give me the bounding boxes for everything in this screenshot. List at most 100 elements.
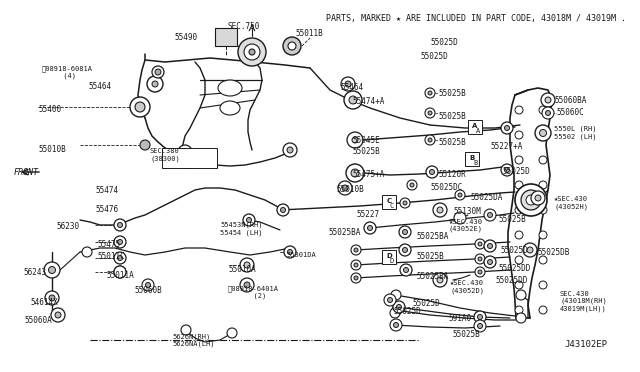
Circle shape — [484, 209, 496, 221]
Circle shape — [392, 305, 402, 315]
Circle shape — [515, 256, 523, 264]
Text: 55475+A: 55475+A — [352, 170, 385, 179]
Circle shape — [240, 258, 254, 272]
Text: 55045E: 55045E — [352, 136, 380, 145]
Circle shape — [504, 167, 509, 173]
Text: 55025D: 55025D — [500, 246, 528, 255]
Circle shape — [478, 242, 482, 246]
Circle shape — [240, 278, 254, 292]
Bar — [215, 28, 237, 46]
Text: SEC.380
(38300): SEC.380 (38300) — [150, 148, 180, 161]
Circle shape — [458, 193, 462, 197]
Text: 5626N(RH)
5626NA(LH): 5626N(RH) 5626NA(LH) — [172, 333, 214, 347]
Text: D: D — [386, 253, 392, 259]
Circle shape — [118, 256, 122, 260]
Text: ★SEC.430
(43052H): ★SEC.430 (43052H) — [554, 196, 588, 209]
Circle shape — [516, 290, 526, 300]
Circle shape — [246, 218, 252, 222]
Circle shape — [539, 156, 547, 164]
Circle shape — [515, 281, 523, 289]
Circle shape — [516, 313, 526, 323]
Text: 55011C: 55011C — [97, 252, 125, 261]
Circle shape — [426, 166, 438, 178]
Circle shape — [539, 281, 547, 289]
Text: 55025DB: 55025DB — [537, 248, 570, 257]
Text: 591A0: 591A0 — [448, 314, 471, 323]
Circle shape — [504, 125, 509, 131]
Circle shape — [283, 143, 297, 157]
Circle shape — [390, 319, 402, 331]
Circle shape — [351, 260, 361, 270]
Circle shape — [284, 246, 296, 258]
Text: B: B — [473, 160, 477, 166]
Circle shape — [425, 135, 435, 145]
FancyBboxPatch shape — [382, 195, 396, 209]
Text: 55060B: 55060B — [134, 286, 162, 295]
Circle shape — [178, 145, 192, 159]
Circle shape — [49, 266, 56, 273]
Circle shape — [475, 254, 485, 264]
Circle shape — [147, 76, 163, 92]
Circle shape — [349, 96, 357, 104]
Text: 55011B: 55011B — [295, 29, 323, 38]
Circle shape — [521, 190, 541, 210]
Circle shape — [118, 222, 122, 228]
Text: 55227+A: 55227+A — [490, 142, 522, 151]
Text: 54614X: 54614X — [30, 298, 58, 307]
Circle shape — [338, 181, 352, 195]
Circle shape — [114, 266, 126, 278]
Circle shape — [244, 44, 260, 60]
Text: ⓝ08918-6401A
      (2): ⓝ08918-6401A (2) — [228, 285, 279, 299]
Circle shape — [152, 81, 158, 87]
Circle shape — [287, 147, 293, 153]
Text: SEC.430
(43018M(RH)
43019M(LH)): SEC.430 (43018M(RH) 43019M(LH)) — [560, 291, 607, 312]
Circle shape — [515, 106, 523, 114]
Circle shape — [49, 295, 55, 301]
Circle shape — [283, 37, 301, 55]
Circle shape — [484, 256, 496, 268]
Circle shape — [488, 260, 493, 264]
Circle shape — [45, 291, 59, 305]
Circle shape — [384, 294, 396, 306]
Circle shape — [501, 164, 513, 176]
Text: 55130M: 55130M — [453, 207, 481, 216]
Circle shape — [44, 262, 60, 278]
Text: C: C — [387, 198, 392, 204]
Text: 55025B: 55025B — [452, 330, 480, 339]
Text: 55025D: 55025D — [430, 38, 458, 47]
Circle shape — [475, 239, 485, 249]
Circle shape — [397, 305, 401, 310]
Text: 55025DA: 55025DA — [470, 193, 502, 202]
Text: 55025B: 55025B — [498, 215, 525, 224]
Circle shape — [155, 69, 161, 75]
Circle shape — [474, 320, 486, 332]
Circle shape — [407, 180, 417, 190]
Circle shape — [545, 110, 550, 115]
Circle shape — [428, 138, 432, 142]
Text: 55301DA: 55301DA — [286, 252, 316, 258]
Circle shape — [539, 181, 547, 189]
Circle shape — [182, 149, 188, 155]
Circle shape — [515, 306, 523, 314]
Circle shape — [429, 170, 435, 174]
Circle shape — [387, 298, 392, 302]
Text: 56243: 56243 — [23, 268, 46, 277]
Circle shape — [344, 91, 362, 109]
Circle shape — [394, 323, 399, 327]
Circle shape — [539, 231, 547, 239]
Circle shape — [539, 206, 547, 214]
Circle shape — [352, 137, 358, 143]
Circle shape — [135, 102, 145, 112]
Text: ★SEC.430
(43052D): ★SEC.430 (43052D) — [450, 280, 484, 294]
Circle shape — [535, 125, 551, 141]
Circle shape — [391, 290, 401, 300]
Circle shape — [287, 250, 292, 254]
Circle shape — [531, 191, 545, 205]
Circle shape — [51, 308, 65, 322]
FancyBboxPatch shape — [468, 120, 482, 134]
Circle shape — [541, 93, 555, 107]
Circle shape — [82, 247, 92, 257]
Circle shape — [399, 244, 411, 256]
Text: ⓝ08918-6081A
     (4): ⓝ08918-6081A (4) — [42, 65, 93, 79]
Circle shape — [539, 106, 547, 114]
